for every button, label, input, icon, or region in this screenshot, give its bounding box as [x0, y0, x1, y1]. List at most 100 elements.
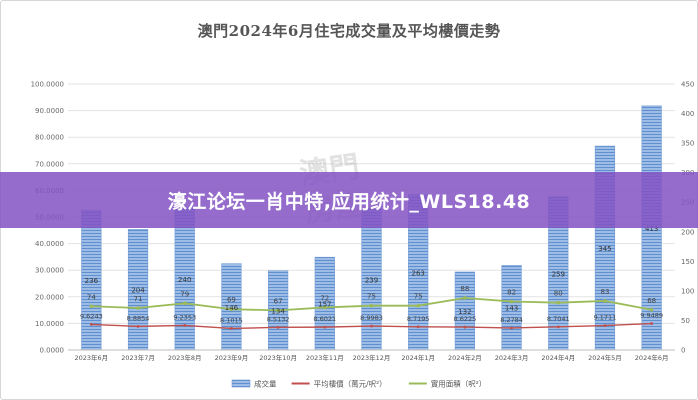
- volume-bar-label: 157: [318, 301, 331, 309]
- volume-bar-label: 413: [645, 225, 658, 233]
- left-tick-label: 30.0000: [35, 267, 64, 275]
- banner-text: 濠江论坛一肖中特,应用统计_WLS18.48: [167, 190, 531, 213]
- avg-price-point: [603, 324, 607, 328]
- avg-price-point: [556, 325, 560, 329]
- volume-bar-label: 263: [412, 269, 425, 277]
- left-tick-label: 80.0000: [35, 134, 64, 142]
- avg-price-label: 8.1015: [220, 316, 243, 324]
- right-tick-label: 150: [681, 258, 694, 266]
- x-tick-label: 2023年6月: [75, 353, 109, 362]
- volume-bar-label: 204: [131, 287, 145, 295]
- volume-bar-label: 134: [271, 307, 285, 315]
- legend-label: 實用面積（呎²）: [431, 379, 487, 389]
- avg-price-label: 9.1711: [594, 314, 617, 322]
- left-tick-label: 20.0000: [35, 293, 64, 301]
- area-point: [182, 301, 187, 306]
- area-label: 83: [601, 288, 610, 296]
- right-tick-label: 200: [681, 228, 694, 236]
- area-label: 67: [274, 297, 283, 305]
- avg-price-label: 8.5132: [267, 315, 290, 323]
- x-tick-label: 2024年6月: [635, 353, 669, 362]
- legend: 成交量 平均樓價（萬元/呎²） 實用面積（呎²）: [231, 379, 487, 389]
- avg-price-label: 8.7195: [407, 315, 430, 323]
- series-lines: [89, 296, 654, 330]
- area-point: [603, 299, 607, 303]
- volume-bar-label: 143: [505, 305, 518, 313]
- avg-price-label: 8.2784: [500, 316, 523, 324]
- volume-bar-label: 259: [552, 270, 565, 278]
- area-point: [556, 300, 561, 305]
- area-label: 71: [134, 295, 143, 303]
- right-tick-label: 0: [681, 347, 685, 355]
- right-tick-label: 100: [681, 287, 694, 295]
- avg-price-point: [510, 326, 513, 330]
- avg-price-point: [230, 327, 233, 330]
- right-tick-label: 400: [681, 110, 694, 118]
- x-tick-label: 2023年8月: [168, 353, 202, 362]
- area-point: [276, 308, 280, 313]
- x-tick-label: 2024年3月: [495, 353, 529, 362]
- volume-bar-label: 240: [178, 276, 191, 284]
- area-label: 82: [507, 289, 516, 297]
- area-label: 68: [647, 297, 656, 305]
- avg-price-label: 8.6225: [454, 315, 477, 323]
- avg-price-point: [370, 324, 373, 328]
- chart-title: 澳門2024年6月住宅成交量及平均樓價走勢: [197, 22, 501, 40]
- legend-label: 平均樓價（萬元/呎²）: [314, 379, 387, 389]
- avg-price-point: [323, 325, 327, 329]
- avg-price-label: 8.9983: [360, 314, 383, 322]
- x-tick-label: 2024年2月: [448, 353, 482, 362]
- avg-price-point: [276, 325, 280, 329]
- avg-price-label: 9.9489: [640, 312, 663, 320]
- area-label: 88: [460, 285, 469, 293]
- x-tick-label: 2023年11月: [306, 353, 344, 362]
- avg-price-label: 8.7041: [547, 315, 570, 323]
- volume-bar-label: 236: [85, 277, 99, 285]
- area-label: 74: [87, 293, 96, 301]
- avg-price-point: [136, 324, 140, 328]
- left-tick-label: 100.0000: [31, 81, 64, 89]
- x-tick-label: 2024年1月: [401, 353, 435, 362]
- area-point: [89, 304, 94, 309]
- area-label: 75: [414, 293, 423, 301]
- area-point: [509, 299, 514, 304]
- avg-price-point: [650, 322, 654, 325]
- avg-price-point: [463, 325, 467, 329]
- left-tick-label: 0.0000: [40, 347, 65, 355]
- avg-price-point: [183, 324, 187, 327]
- legend-swatch-volume: [231, 379, 251, 388]
- left-tick-label: 90.0000: [35, 107, 64, 115]
- data-labels: 236 204 240 146 134 157 239 263 132 143 259 345 413 9…: [80, 225, 663, 325]
- avg-price-point: [89, 322, 93, 326]
- area-label: 79: [180, 290, 189, 298]
- area-label: 80: [554, 290, 563, 298]
- left-tick-label: 10.0000: [35, 320, 64, 328]
- right-tick-label: 350: [681, 140, 694, 148]
- volume-bar-label: 239: [365, 276, 378, 284]
- volume-bar-label: 132: [458, 308, 471, 316]
- legend-label: 成交量: [254, 379, 277, 389]
- area-point: [136, 306, 140, 310]
- x-tick-label: 2023年12月: [353, 353, 391, 362]
- area-point: [463, 296, 467, 300]
- area-point: [369, 303, 374, 308]
- area-point: [649, 308, 654, 312]
- area-label: 69: [227, 296, 236, 304]
- area-point: [229, 307, 234, 312]
- avg-price-label: 8.8854: [127, 314, 150, 322]
- avg-price-label: 9.6243: [80, 312, 103, 320]
- left-tick-label: 70.0000: [35, 160, 64, 168]
- x-tick-label: 2023年10月: [259, 353, 297, 362]
- area-point: [416, 303, 420, 308]
- x-axis: 2023年6月 2023年7月 2023年8月 2023年9月 2023年10月 2023…: [68, 349, 675, 362]
- right-tick-label: 450: [681, 81, 694, 89]
- avg-price-label: 9.2353: [173, 313, 196, 321]
- x-tick-label: 2024年4月: [541, 353, 575, 362]
- area-label: 75: [367, 293, 376, 301]
- x-tick-label: 2024年5月: [588, 353, 622, 362]
- volume-bar-label: 146: [225, 304, 239, 312]
- x-tick-label: 2023年7月: [121, 353, 155, 362]
- x-tick-label: 2023年9月: [215, 353, 249, 362]
- avg-price-point: [416, 325, 420, 329]
- overlay-banner: 濠江论坛一肖中特,应用统计_WLS18.48: [0, 172, 698, 228]
